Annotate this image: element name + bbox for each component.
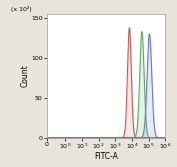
X-axis label: FITC-A: FITC-A [94,152,118,161]
Text: (x 10²): (x 10²) [11,6,32,12]
Y-axis label: Count: Count [21,64,30,87]
